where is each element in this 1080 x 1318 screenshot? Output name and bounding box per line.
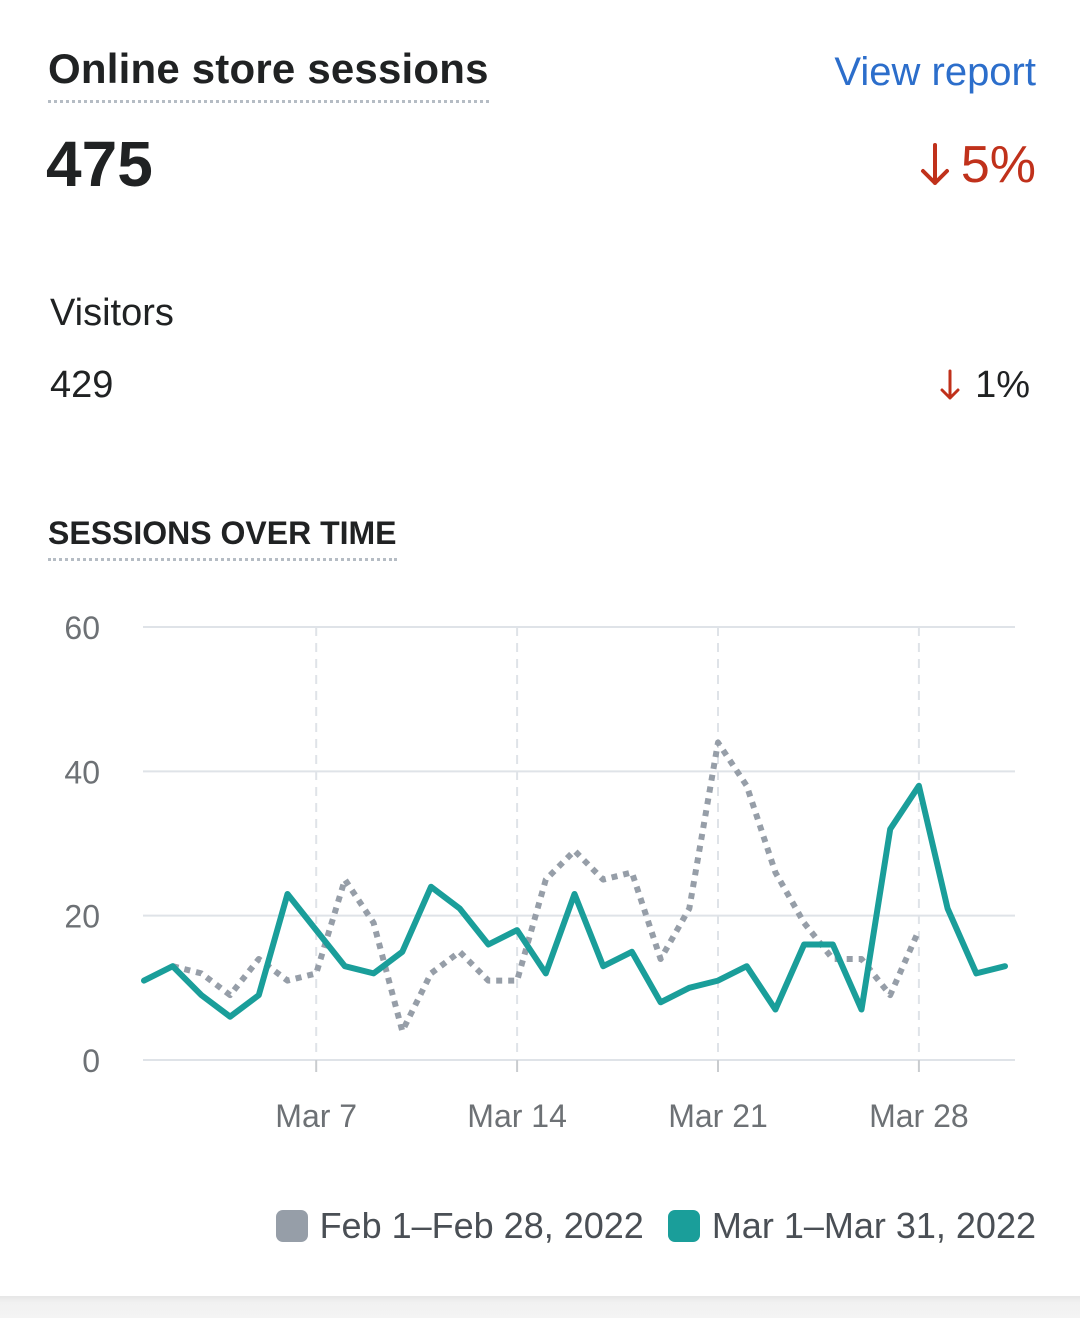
visitors-label: Visitors [50, 292, 174, 334]
x-tick-label: Mar 28 [869, 1098, 969, 1134]
section-title[interactable]: SESSIONS OVER TIME [48, 514, 397, 561]
series-line-current [141, 782, 1008, 1020]
visitors-value: 429 [50, 364, 114, 406]
card-title[interactable]: Online store sessions [48, 44, 489, 103]
y-tick-label: 0 [82, 1043, 100, 1079]
legend-swatch-current [667, 1210, 700, 1242]
view-report-link[interactable]: View report [834, 50, 1036, 94]
visitors-change-value: 1% [975, 364, 1030, 406]
card-bottom-edge [0, 1296, 1080, 1318]
chart-legend: Feb 1–Feb 28, 2022 Mar 1–Mar 31, 2022 [252, 1204, 1036, 1248]
legend-label-current: Mar 1–Mar 31, 2022 [711, 1205, 1036, 1246]
series-line-previous [171, 739, 922, 1035]
legend-item-previous[interactable]: Feb 1–Feb 28, 2022 [275, 1204, 644, 1248]
y-tick-label: 40 [64, 754, 100, 790]
y-tick-label: 60 [64, 610, 100, 646]
arrow-down-icon [920, 143, 949, 185]
x-tick-label: Mar 14 [467, 1098, 567, 1134]
total-sessions-value: 475 [46, 128, 153, 200]
y-tick-label: 20 [64, 899, 100, 935]
sessions-line-chart[interactable]: 0 20 40 60 Mar 7 Mar 14 Mar 21 Mar 28 [0, 600, 1080, 1160]
visitors-change: 1% [939, 362, 1030, 408]
sessions-change: 5% [919, 134, 1036, 196]
x-tick-label: Mar 21 [668, 1098, 768, 1134]
arrow-down-icon [940, 369, 960, 400]
legend-label-previous: Feb 1–Feb 28, 2022 [319, 1205, 644, 1246]
legend-swatch-previous [275, 1210, 308, 1242]
sessions-change-value: 5% [960, 136, 1036, 194]
x-tick-label: Mar 7 [275, 1098, 357, 1134]
legend-item-current[interactable]: Mar 1–Mar 31, 2022 [667, 1204, 1036, 1248]
